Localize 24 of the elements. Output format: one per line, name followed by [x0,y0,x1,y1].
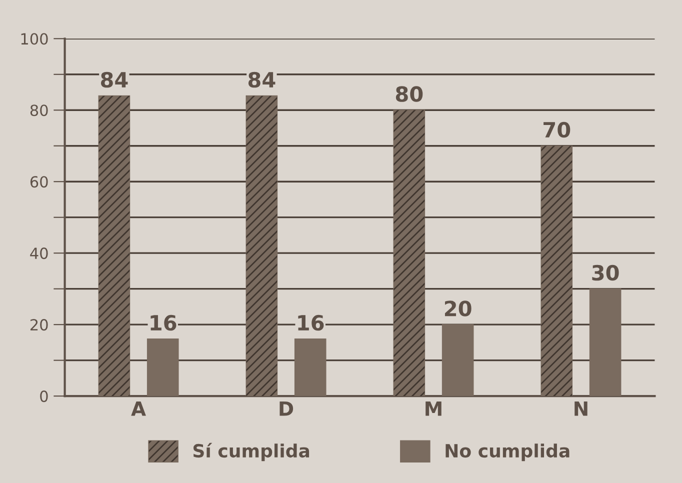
legend-label: No cumplida [446,444,570,462]
y-tick-label: 80 [30,104,48,116]
x-tick-label: M [426,402,442,416]
y-tick-label: 0 [40,390,48,402]
bar [146,338,179,396]
bar [294,338,326,396]
y-tick-label: 20 [30,319,48,331]
data-label: 16 [298,314,324,331]
y-tick-label: 60 [30,176,48,188]
data-label: 70 [544,122,570,138]
data-label: 84 [248,72,276,88]
bar [589,288,622,396]
data-label: 30 [592,264,619,281]
y-tick-label: 40 [30,248,48,260]
data-label: 20 [444,300,472,316]
legend-label: Sí cumplida [193,442,310,462]
data-label: 16 [150,314,176,331]
data-label: 80 [396,86,423,102]
x-tick-label: N [574,402,588,416]
x-tick-label: A [131,402,146,416]
x-tick-label: D [280,402,294,416]
bar [442,324,474,396]
data-label: 84 [100,72,128,88]
y-tick-label: 100 [21,33,48,45]
